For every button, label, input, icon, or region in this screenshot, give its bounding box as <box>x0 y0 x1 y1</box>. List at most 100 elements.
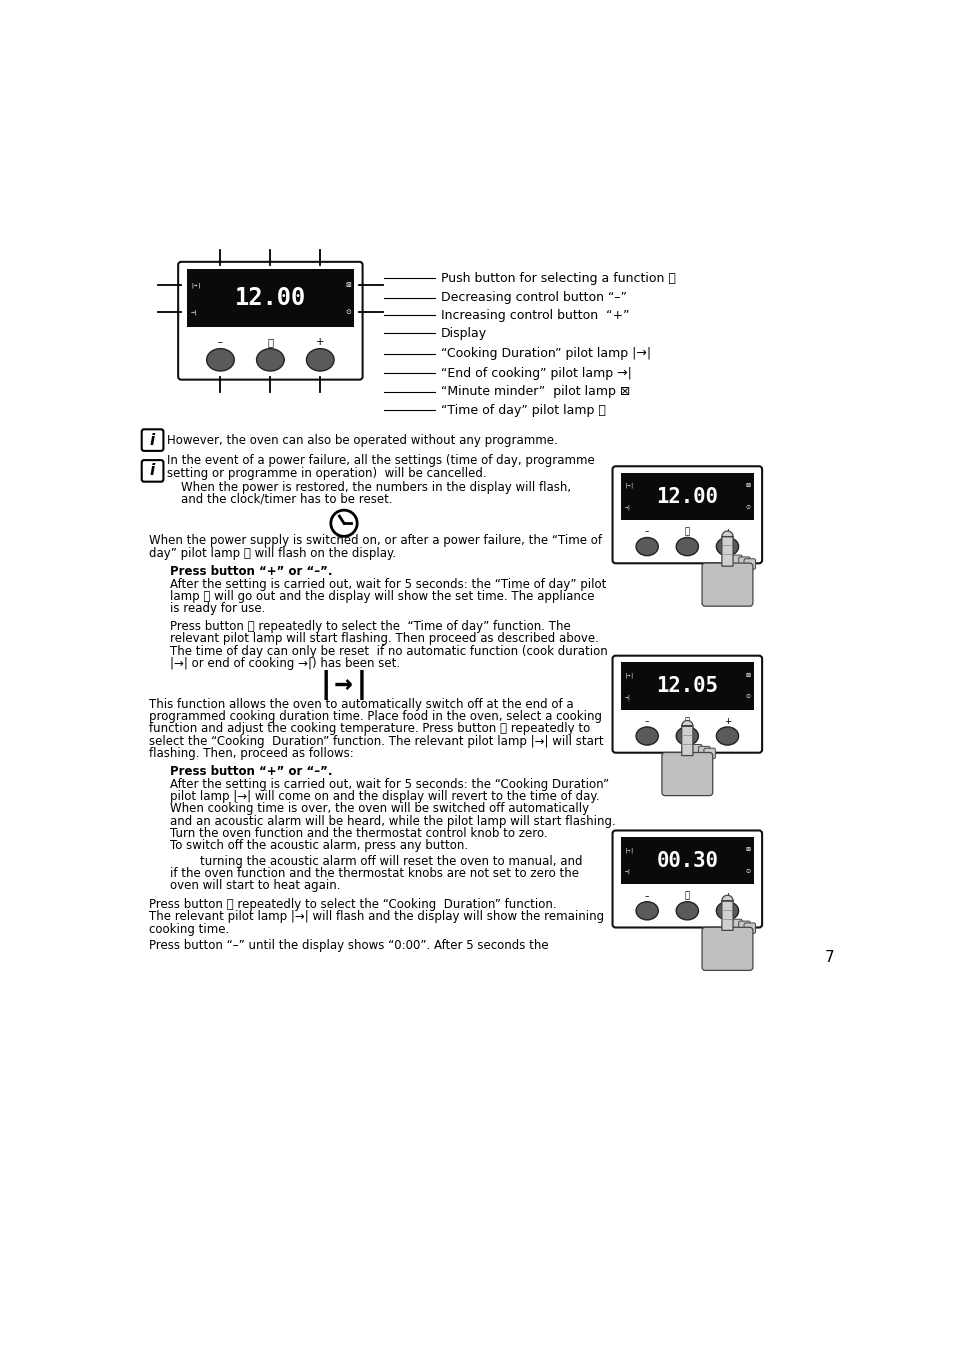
Circle shape <box>331 511 356 536</box>
Ellipse shape <box>636 727 658 746</box>
Text: is ready for use.: is ready for use. <box>170 603 265 615</box>
Ellipse shape <box>636 901 658 920</box>
Text: |→| or end of cooking →|) has been set.: |→| or end of cooking →|) has been set. <box>170 657 399 670</box>
Text: +: + <box>723 717 730 725</box>
Polygon shape <box>721 896 732 931</box>
Text: ⊠: ⊠ <box>345 282 351 288</box>
FancyBboxPatch shape <box>178 262 362 380</box>
FancyBboxPatch shape <box>142 430 163 451</box>
Ellipse shape <box>716 538 738 555</box>
Text: ⏱: ⏱ <box>267 336 274 347</box>
FancyBboxPatch shape <box>612 655 761 753</box>
Text: Display: Display <box>440 327 486 339</box>
Text: |→|: |→| <box>624 847 634 852</box>
Text: oven will start to heat again.: oven will start to heat again. <box>170 880 340 893</box>
Text: After the setting is carried out, wait for 5 seconds: the “Cooking Duration”: After the setting is carried out, wait f… <box>170 778 608 790</box>
Ellipse shape <box>207 349 234 372</box>
Text: Push button for selecting a function ⌛: Push button for selecting a function ⌛ <box>440 272 675 285</box>
FancyBboxPatch shape <box>743 923 755 934</box>
Text: relevant pilot lamp will start flashing. Then proceed as described above.: relevant pilot lamp will start flashing.… <box>170 632 598 646</box>
Text: When the power supply is switched on, or after a power failure, the “Time of: When the power supply is switched on, or… <box>149 535 601 547</box>
Bar <box>620 473 753 520</box>
Text: 00.30: 00.30 <box>656 851 718 871</box>
Text: Press button ⌛ repeatedly to select the “Cooking  Duration” function.: Press button ⌛ repeatedly to select the … <box>149 898 556 911</box>
Text: “End of cooking” pilot lamp →|: “End of cooking” pilot lamp →| <box>440 366 631 380</box>
Text: Increasing control button  “+”: Increasing control button “+” <box>440 309 629 322</box>
FancyBboxPatch shape <box>738 921 749 934</box>
Text: 7: 7 <box>823 950 833 965</box>
Text: lamp ⌚ will go out and the display will show the set time. The appliance: lamp ⌚ will go out and the display will … <box>170 590 594 603</box>
FancyBboxPatch shape <box>701 563 752 607</box>
Text: Decreasing control button “–”: Decreasing control button “–” <box>440 290 626 304</box>
Polygon shape <box>681 720 692 755</box>
Text: In the event of a power failure, all the settings (time of day, programme: In the event of a power failure, all the… <box>167 454 595 467</box>
Text: ⊙: ⊙ <box>744 505 750 509</box>
Text: and an acoustic alarm will be heard, while the pilot lamp will start flashing.: and an acoustic alarm will be heard, whi… <box>170 815 615 828</box>
Text: However, the oven can also be operated without any programme.: However, the oven can also be operated w… <box>167 434 558 447</box>
Text: |→|: |→| <box>624 673 634 678</box>
Bar <box>620 662 753 709</box>
Ellipse shape <box>306 349 334 372</box>
Text: |→|: |→| <box>624 484 634 489</box>
Text: ⊠: ⊠ <box>744 673 750 678</box>
Text: function and adjust the cooking temperature. Press button ⌛ repeatedly to: function and adjust the cooking temperat… <box>149 723 589 735</box>
Text: “Time of day” pilot lamp ⌚: “Time of day” pilot lamp ⌚ <box>440 404 605 416</box>
Ellipse shape <box>256 349 284 372</box>
Text: –: – <box>644 527 649 536</box>
FancyBboxPatch shape <box>142 461 163 482</box>
Ellipse shape <box>716 727 738 746</box>
Text: if the oven function and the thermostat knobs are not set to zero the: if the oven function and the thermostat … <box>170 867 578 880</box>
Text: |→|: |→| <box>316 670 371 700</box>
Text: Press button “+” or “–”.: Press button “+” or “–”. <box>170 766 332 778</box>
Text: +: + <box>723 527 730 536</box>
Text: “Minute minder”  pilot lamp ⊠: “Minute minder” pilot lamp ⊠ <box>440 385 630 399</box>
Ellipse shape <box>716 901 738 920</box>
Text: “Cooking Duration” pilot lamp |→|: “Cooking Duration” pilot lamp |→| <box>440 347 650 361</box>
Text: ⏱: ⏱ <box>684 892 689 901</box>
Text: →|: →| <box>624 505 631 511</box>
FancyBboxPatch shape <box>738 557 749 569</box>
Text: +: + <box>723 892 730 901</box>
Text: To switch off the acoustic alarm, press any button.: To switch off the acoustic alarm, press … <box>170 839 467 852</box>
Text: Turn the oven function and the thermostat control knob to zero.: Turn the oven function and the thermosta… <box>170 827 547 840</box>
Text: –: – <box>644 717 649 725</box>
Text: and the clock/timer has to be reset.: and the clock/timer has to be reset. <box>181 493 393 505</box>
FancyBboxPatch shape <box>743 559 755 569</box>
Ellipse shape <box>676 538 698 555</box>
FancyBboxPatch shape <box>698 746 709 759</box>
Text: ⊙: ⊙ <box>744 694 750 700</box>
Text: turning the acoustic alarm off will reset the oven to manual, and: turning the acoustic alarm off will rese… <box>170 855 581 867</box>
Text: programmed cooking duration time. Place food in the oven, select a cooking: programmed cooking duration time. Place … <box>149 711 601 723</box>
FancyBboxPatch shape <box>690 744 701 759</box>
FancyBboxPatch shape <box>730 555 741 569</box>
Text: Press button “+” or “–”.: Press button “+” or “–”. <box>170 565 332 578</box>
Text: setting or programme in operation)  will be cancelled.: setting or programme in operation) will … <box>167 466 486 480</box>
Text: The relevant pilot lamp |→| will flash and the display will show the remaining: The relevant pilot lamp |→| will flash a… <box>149 911 603 923</box>
Text: →|: →| <box>624 694 631 700</box>
Ellipse shape <box>676 901 698 920</box>
Text: →|: →| <box>624 869 631 874</box>
Text: –: – <box>644 892 649 901</box>
FancyBboxPatch shape <box>612 831 761 928</box>
Text: ⏱: ⏱ <box>684 527 689 536</box>
Bar <box>187 269 354 327</box>
Ellipse shape <box>676 727 698 746</box>
Text: day” pilot lamp ⌚ will flash on the display.: day” pilot lamp ⌚ will flash on the disp… <box>149 547 395 559</box>
Text: 12.05: 12.05 <box>656 676 718 696</box>
Text: When cooking time is over, the oven will be switched off automatically: When cooking time is over, the oven will… <box>170 802 588 816</box>
Text: The time of day can only be reset  if no automatic function (cook duration: The time of day can only be reset if no … <box>170 644 607 658</box>
Text: ⊠: ⊠ <box>744 847 750 852</box>
Text: cooking time.: cooking time. <box>149 923 229 935</box>
Text: 12.00: 12.00 <box>234 286 306 311</box>
Text: –: – <box>217 336 223 347</box>
Text: +: + <box>315 336 324 347</box>
Text: ⏱: ⏱ <box>684 717 689 725</box>
Text: i: i <box>150 463 155 478</box>
Text: ⊙: ⊙ <box>345 309 351 315</box>
Text: pilot lamp |→| will come on and the display will revert to the time of day.: pilot lamp |→| will come on and the disp… <box>170 790 598 802</box>
Ellipse shape <box>636 538 658 555</box>
Text: Press button “–” until the display shows “0:00”. After 5 seconds the: Press button “–” until the display shows… <box>149 939 548 952</box>
Polygon shape <box>721 531 732 566</box>
Text: flashing. Then, proceed as follows:: flashing. Then, proceed as follows: <box>149 747 353 761</box>
Text: ⊙: ⊙ <box>744 869 750 874</box>
